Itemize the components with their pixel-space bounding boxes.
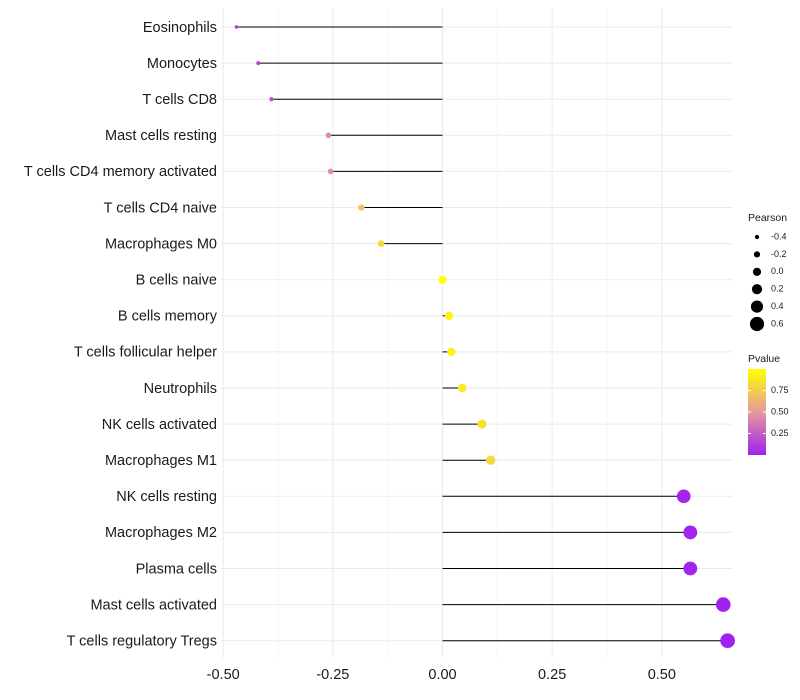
pearson-legend-label: 0.0 — [771, 266, 784, 276]
category-label: Macrophages M1 — [105, 453, 217, 469]
x-tick-label: 0.50 — [648, 667, 676, 683]
pvalue-colorbar — [748, 369, 766, 455]
pvalue-legend-title: Pvalue — [748, 353, 780, 365]
pearson-legend-label: 0.4 — [771, 301, 784, 311]
category-label: T cells CD4 memory activated — [24, 164, 217, 180]
lollipop-dot — [234, 25, 239, 29]
category-label: T cells CD8 — [142, 92, 217, 108]
category-label: Plasma cells — [136, 561, 217, 577]
x-tick-label: -0.25 — [316, 667, 349, 683]
lollipop-dot — [327, 168, 334, 175]
category-label: Mast cells resting — [105, 128, 217, 144]
x-tick-label: 0.00 — [428, 667, 456, 683]
pearson-legend-dot — [749, 316, 765, 332]
grid-layer — [221, 8, 732, 658]
lollipop-dot — [457, 383, 467, 393]
stem-layer — [236, 26, 728, 642]
lollipop-dot — [358, 204, 365, 211]
category-label: Macrophages M0 — [105, 236, 217, 252]
category-label: Eosinophils — [143, 20, 217, 36]
category-label: T cells CD4 naive — [104, 200, 217, 216]
category-label: T cells regulatory Tregs — [67, 634, 217, 650]
pvalue-legend-label: 0.25 — [771, 428, 789, 438]
lollipop-dot — [325, 132, 332, 139]
pvalue-color-legend: Pvalue 0.75 0.50 0.25 — [748, 353, 789, 455]
lollipop-dot — [444, 311, 454, 320]
lollipop-dot — [676, 489, 691, 504]
lollipop-dot — [377, 240, 385, 248]
pearson-size-legend: Pearson -0.4 -0.2 0.0 0.2 0.4 0.6 — [748, 212, 787, 332]
category-label: B cells naive — [136, 273, 217, 289]
pearson-legend-dot — [754, 234, 760, 240]
lollipop-dot — [720, 633, 735, 649]
pearson-legend-dot — [753, 251, 761, 258]
dot-layer — [234, 25, 735, 649]
category-label: NK cells activated — [102, 417, 217, 433]
category-label: Monocytes — [147, 56, 217, 72]
lollipop-dot — [683, 561, 698, 576]
pvalue-legend-label: 0.50 — [771, 406, 789, 416]
pearson-legend-label: -0.2 — [771, 249, 787, 259]
lollipop-dot — [269, 97, 274, 102]
pearson-legend-title: Pearson — [748, 212, 787, 224]
category-label: NK cells resting — [116, 489, 217, 505]
x-tick-label: 0.25 — [538, 667, 566, 683]
category-label: T cells follicular helper — [74, 345, 217, 361]
pearson-legend-dot — [752, 267, 762, 276]
x-axis-tick-labels: -0.50 -0.25 0.00 0.25 0.50 — [207, 667, 676, 683]
pearson-legend-dot — [751, 284, 763, 295]
pearson-legend-label: 0.2 — [771, 284, 784, 294]
lollipop-dot — [683, 525, 698, 540]
lollipop-dot — [486, 455, 496, 465]
lollipop-dot — [715, 597, 731, 612]
category-label: Neutrophils — [144, 381, 217, 397]
pearson-legend-dot — [750, 300, 764, 313]
x-tick-label: -0.50 — [207, 667, 240, 683]
lollipop-dot — [256, 61, 261, 66]
lollipop-dot — [438, 275, 447, 284]
pearson-legend-label: 0.6 — [771, 318, 784, 328]
category-label: Macrophages M2 — [105, 525, 217, 541]
category-label: Mast cells activated — [90, 597, 217, 613]
category-label: B cells memory — [118, 309, 218, 325]
pearson-legend-label: -0.4 — [771, 231, 787, 241]
lollipop-dot — [477, 419, 487, 429]
lollipop-dot — [447, 347, 456, 357]
category-labels: Eosinophils Monocytes T cells CD8 Mast cell… — [24, 20, 218, 650]
pvalue-legend-label: 0.75 — [771, 385, 789, 395]
